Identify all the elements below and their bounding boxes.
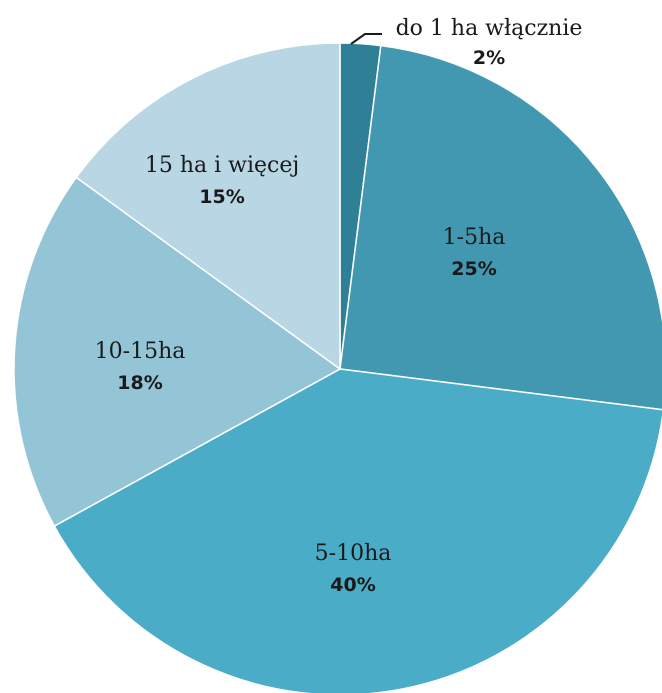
pie-slice-4 — [75, 42, 341, 371]
slice-pct-do-1-ha: 2% — [473, 47, 505, 69]
pie-slices — [13, 42, 662, 693]
slice-pct-10-15ha: 18% — [117, 372, 162, 394]
pie-slice-3 — [13, 176, 342, 528]
slice-pct-5-10ha: 40% — [330, 574, 375, 596]
slice-label-5-10ha: 5-10ha — [315, 541, 392, 566]
slice-pct-1-5ha: 25% — [451, 258, 496, 280]
slice-label-1-5ha: 1-5ha — [443, 225, 506, 250]
slice-label-do-1-ha: do 1 ha włącznie — [396, 16, 583, 41]
slice-labels: do 1 ha włącznie 2% 1-5ha 25% 5-10ha 40%… — [95, 16, 583, 596]
slice-label-10-15ha: 10-15ha — [95, 339, 186, 364]
slice-label-15-ha-i-wiecej: 15 ha i więcej — [145, 153, 299, 178]
pie-slice-2 — [53, 368, 662, 693]
pie-slice-1 — [339, 44, 662, 411]
slice-pct-15-ha-i-wiecej: 15% — [199, 186, 244, 208]
leader-line-do-1-ha — [350, 33, 382, 45]
